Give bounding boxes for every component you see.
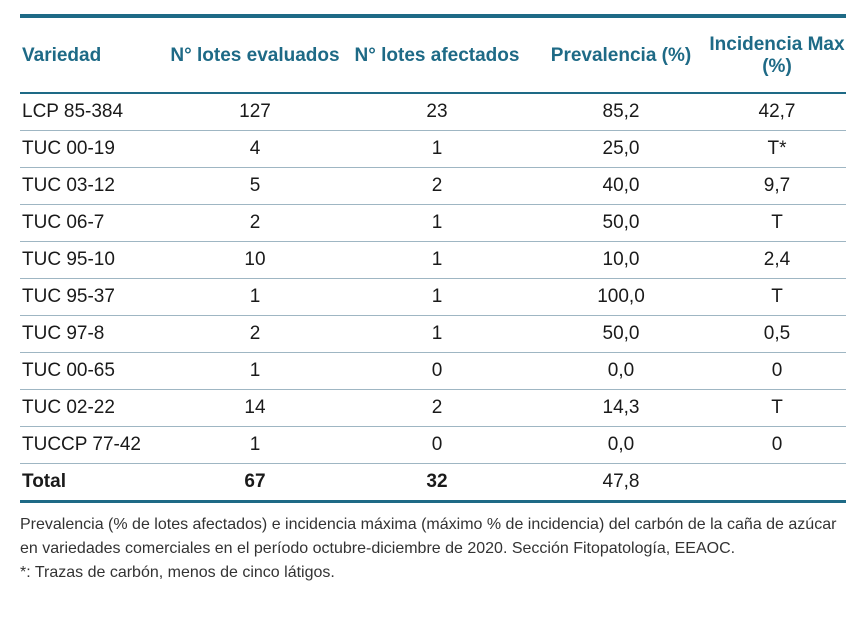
cell-variety: TUCCP 77-42 xyxy=(20,426,170,464)
cell-affected: 1 xyxy=(340,204,534,242)
cell-prevalence: 50,0 xyxy=(534,315,708,353)
cell-evaluated: 14 xyxy=(170,389,340,427)
header-lots-evaluated: N° lotes evaluados xyxy=(170,45,340,66)
data-table-container: Variedad N° lotes evaluados N° lotes afe… xyxy=(20,14,846,503)
table-row: LCP 85-384 127 23 85,2 42,7 xyxy=(20,93,846,131)
table-row: TUC 03-12 5 2 40,0 9,7 xyxy=(20,167,846,205)
table-top-rule xyxy=(20,14,846,18)
data-table: Variedad N° lotes evaluados N° lotes afe… xyxy=(20,18,846,500)
cell-incidence: 0,5 xyxy=(708,315,846,353)
cell-variety: TUC 95-37 xyxy=(20,278,170,316)
cell-variety: TUC 95-10 xyxy=(20,241,170,279)
header-prevalence: Prevalencia (%) xyxy=(550,45,692,66)
table-row: TUC 95-37 1 1 100,0 T xyxy=(20,278,846,316)
cell-affected: 0 xyxy=(340,352,534,390)
cell-prevalence: 14,3 xyxy=(534,389,708,427)
cell-evaluated: 4 xyxy=(170,130,340,168)
table-row: TUC 00-19 4 1 25,0 T* xyxy=(20,130,846,168)
cell-variety: TUC 06-7 xyxy=(20,204,170,242)
cell-prevalence: 10,0 xyxy=(534,241,708,279)
table-bottom-rule xyxy=(20,500,846,503)
total-incidence xyxy=(708,464,846,501)
cell-prevalence: 0,0 xyxy=(534,426,708,464)
table-row: TUCCP 77-42 1 0 0,0 0 xyxy=(20,426,846,464)
caption-footnote: *: Trazas de carbón, menos de cinco láti… xyxy=(20,564,335,581)
table-body: LCP 85-384 127 23 85,2 42,7 TUC 00-19 4 … xyxy=(20,93,846,500)
cell-prevalence: 0,0 xyxy=(534,352,708,390)
cell-affected: 1 xyxy=(340,278,534,316)
table-row: TUC 00-65 1 0 0,0 0 xyxy=(20,352,846,390)
header-incidence: Incidencia Max (%) xyxy=(709,34,845,77)
cell-prevalence: 50,0 xyxy=(534,204,708,242)
total-evaluated: 67 xyxy=(244,471,266,492)
header-lots-affected: N° lotes afectados xyxy=(354,45,520,66)
cell-incidence: 0 xyxy=(708,352,846,390)
cell-prevalence: 40,0 xyxy=(534,167,708,205)
table-row: TUC 02-22 14 2 14,3 T xyxy=(20,389,846,427)
cell-incidence: T xyxy=(708,389,846,427)
cell-affected: 2 xyxy=(340,167,534,205)
cell-evaluated: 1 xyxy=(170,352,340,390)
total-prevalence: 47,8 xyxy=(602,471,640,492)
cell-affected: 1 xyxy=(340,241,534,279)
cell-affected: 2 xyxy=(340,389,534,427)
cell-affected: 23 xyxy=(340,93,534,131)
total-affected: 32 xyxy=(426,471,448,492)
cell-variety: TUC 97-8 xyxy=(20,315,170,353)
cell-evaluated: 2 xyxy=(170,204,340,242)
cell-evaluated: 1 xyxy=(170,278,340,316)
table-row: TUC 95-10 10 1 10,0 2,4 xyxy=(20,241,846,279)
cell-evaluated: 127 xyxy=(170,93,340,131)
table-row: TUC 06-7 2 1 50,0 T xyxy=(20,204,846,242)
cell-incidence: T xyxy=(708,278,846,316)
cell-affected: 0 xyxy=(340,426,534,464)
cell-evaluated: 5 xyxy=(170,167,340,205)
caption-text: Prevalencia (% de lotes afectados) e inc… xyxy=(20,516,837,557)
cell-incidence: T* xyxy=(708,130,846,168)
cell-affected: 1 xyxy=(340,315,534,353)
cell-prevalence: 25,0 xyxy=(534,130,708,168)
cell-affected: 1 xyxy=(340,130,534,168)
cell-evaluated: 2 xyxy=(170,315,340,353)
cell-evaluated: 10 xyxy=(170,241,340,279)
table-header: Variedad N° lotes evaluados N° lotes afe… xyxy=(20,18,846,93)
cell-incidence: 42,7 xyxy=(708,93,846,131)
total-label: Total xyxy=(22,471,66,492)
cell-prevalence: 100,0 xyxy=(534,278,708,316)
cell-variety: TUC 00-65 xyxy=(20,352,170,390)
cell-incidence: T xyxy=(708,204,846,242)
cell-variety: TUC 02-22 xyxy=(20,389,170,427)
header-variety: Variedad xyxy=(22,45,102,66)
table-row: TUC 97-8 2 1 50,0 0,5 xyxy=(20,315,846,353)
cell-variety: TUC 03-12 xyxy=(20,167,170,205)
cell-variety: LCP 85-384 xyxy=(20,93,170,131)
cell-evaluated: 1 xyxy=(170,426,340,464)
table-total-row: Total 67 32 47,8 xyxy=(20,464,846,501)
cell-variety: TUC 00-19 xyxy=(20,130,170,168)
cell-incidence: 0 xyxy=(708,426,846,464)
cell-prevalence: 85,2 xyxy=(534,93,708,131)
cell-incidence: 9,7 xyxy=(708,167,846,205)
cell-incidence: 2,4 xyxy=(708,241,846,279)
table-caption: Prevalencia (% de lotes afectados) e inc… xyxy=(20,513,850,585)
